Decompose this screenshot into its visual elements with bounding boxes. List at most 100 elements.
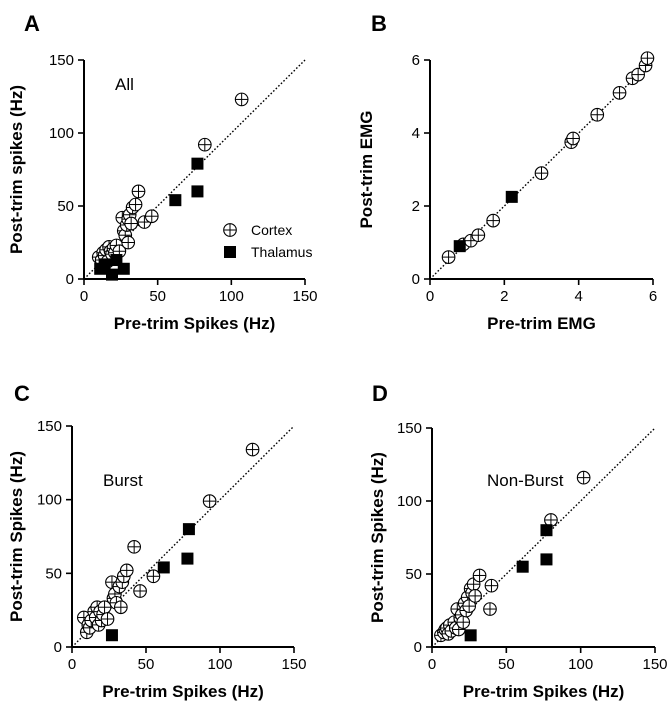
y-tick-label: 0: [412, 271, 420, 288]
x-tick-label: 150: [281, 656, 306, 673]
x-tick-label: 50: [498, 656, 515, 673]
series-cortex: [434, 470, 591, 643]
y-tick-label: 150: [397, 420, 422, 437]
x-tick-label: 4: [574, 288, 582, 305]
thalamus-point: [191, 185, 204, 198]
cortex-point: [197, 137, 212, 152]
legend-label: Thalamus: [251, 244, 312, 260]
x-tick-label: 0: [80, 288, 88, 305]
y-axis-label: Post-trim EMG: [357, 110, 376, 228]
cortex-point: [441, 250, 456, 264]
cortex-point: [590, 107, 605, 122]
legend: Cortex Thalamus: [223, 222, 312, 260]
cortex-point: [119, 563, 134, 578]
panel-letter: C: [14, 381, 30, 406]
thalamus-point: [540, 524, 553, 537]
x-axis-label: Pre-trim EMG: [487, 314, 596, 333]
cortex-point: [128, 197, 143, 212]
cortex-point: [456, 615, 471, 630]
cortex-point: [640, 51, 655, 66]
y-tick-label: 100: [397, 493, 422, 510]
cortex-point: [127, 539, 142, 554]
x-tick-label: 150: [642, 656, 667, 673]
cortex-point: [124, 216, 138, 231]
y-tick-label: 50: [57, 198, 74, 215]
y-axis-label: Post-trim spikes (Hz): [7, 85, 26, 254]
x-tick-label: 50: [138, 656, 155, 673]
cortex-point: [534, 166, 549, 180]
cortex-point: [484, 578, 499, 593]
cortex-point: [471, 228, 486, 243]
thalamus-point: [182, 523, 195, 536]
x-tick-label: 0: [426, 288, 434, 305]
panel-a: A 0 50 100 150 0 50 100 150 Pre-trim Spikes (Hz) P…: [7, 11, 318, 333]
y-tick-label: 50: [405, 566, 422, 583]
panel-title: All: [115, 75, 134, 94]
cortex-point: [146, 569, 161, 584]
series-cortex: [441, 51, 655, 264]
thalamus-point: [464, 629, 477, 642]
y-tick-label: 4: [412, 125, 420, 142]
thalamus-point: [157, 561, 170, 574]
thalamus-point: [540, 553, 553, 566]
cortex-point: [612, 85, 627, 100]
panel-title: Non-Burst: [487, 471, 564, 490]
panel-b: B 0 2 4 6 0 2 4 6 Pre-trim EMG Post-trim EMG: [357, 11, 657, 333]
cortex-point: [121, 235, 136, 250]
series-cortex: [76, 442, 260, 640]
thalamus-point: [453, 240, 466, 253]
y-tick-label: 0: [414, 639, 422, 656]
y-tick-label: 6: [412, 52, 420, 69]
y-tick-label: 50: [45, 565, 62, 582]
thalamus-point: [117, 262, 130, 275]
identity-line: [431, 427, 656, 648]
cortex-point: [472, 568, 487, 583]
thalamus-point: [516, 560, 529, 573]
cortex-point: [468, 589, 482, 603]
series-thalamus: [105, 523, 195, 642]
y-tick-label: 150: [49, 52, 74, 69]
x-axis-label: Pre-trim Spikes (Hz): [463, 682, 625, 701]
legend-label: Cortex: [251, 222, 292, 238]
cortex-point: [133, 584, 147, 598]
cortex-point: [631, 67, 645, 82]
x-tick-label: 0: [68, 656, 76, 673]
cortex-point: [483, 602, 497, 616]
cortex-point: [462, 599, 477, 613]
x-tick-label: 100: [568, 656, 593, 673]
panel-letter: B: [371, 11, 387, 36]
y-tick-label: 100: [37, 492, 62, 509]
panel-title: Burst: [103, 471, 143, 490]
cortex-point: [245, 442, 260, 457]
x-axis-label: Pre-trim Spikes (Hz): [102, 682, 264, 701]
series-cortex: [91, 92, 249, 269]
cortex-point: [144, 209, 159, 224]
cortex-point: [202, 494, 217, 508]
y-axis-label: Post-trim Spikes (Hz): [368, 452, 387, 623]
cortex-point: [576, 470, 591, 485]
x-tick-label: 50: [149, 288, 166, 305]
y-tick-label: 0: [66, 271, 74, 288]
x-tick-label: 100: [219, 288, 244, 305]
cortex-point: [131, 184, 146, 199]
thalamus-point: [505, 190, 518, 203]
cortex-point: [100, 612, 115, 626]
x-tick-label: 100: [207, 656, 232, 673]
legend-thalamus-marker: [224, 246, 236, 258]
y-tick-label: 2: [412, 198, 420, 215]
thalamus-point: [191, 157, 204, 170]
thalamus-point: [181, 552, 194, 565]
panel-d: D 0 50 100 150 0 50 100 150 Pre-trim Spikes (Hz) P…: [368, 381, 668, 701]
thalamus-point: [98, 258, 111, 271]
thalamus-point: [169, 194, 182, 207]
cortex-point: [234, 92, 249, 107]
y-axis-label: Post-trim Spikes (Hz): [7, 451, 26, 622]
thalamus-point: [105, 629, 118, 642]
panel-letter: D: [372, 381, 388, 406]
panel-c: C 0 50 100 150 0 50 100 150 Pre-trim Spikes (Hz) P…: [7, 381, 307, 701]
series-thalamus: [464, 524, 553, 642]
legend-cortex-marker: [223, 223, 237, 237]
x-tick-label: 2: [500, 288, 508, 305]
y-tick-label: 100: [49, 125, 74, 142]
